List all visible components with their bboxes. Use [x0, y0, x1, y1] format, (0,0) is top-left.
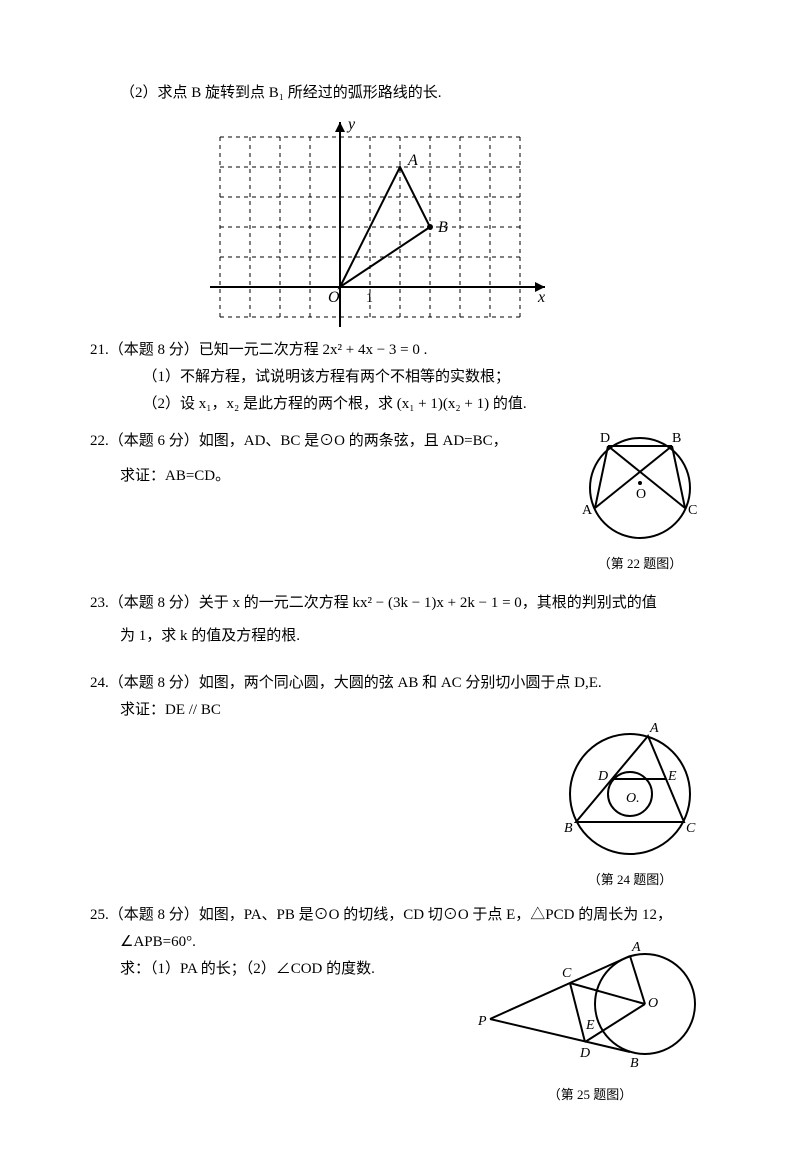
q21-head: 21.（本题 8 分）已知一元二次方程 2x² + 4x − 3 = 0 . [90, 337, 710, 364]
q23-head: 23.（本题 8 分）关于 x 的一元二次方程 kx² − (3k − 1)x … [90, 590, 710, 617]
svg-text:1: 1 [366, 291, 373, 306]
svg-text:E: E [667, 769, 677, 784]
svg-text:O: O [636, 487, 646, 502]
concentric-circles-svg: A B C D E O. [550, 714, 710, 864]
svg-text:E: E [585, 1018, 595, 1033]
svg-text:A: A [649, 721, 659, 736]
problem-24: 24.（本题 8 分）如图，两个同心圆，大圆的弦 AB 和 AC 分别切小圆于点… [90, 670, 710, 891]
problem-20: （2）求点 B 旋转到点 B₁ 所经过的弧形路线的长. [90, 80, 710, 327]
problem-22: O A C D B （第 22 题图） 22.（本题 6 分）如图，AD、BC … [90, 428, 710, 575]
q20-figure: A B O 1 x y [210, 117, 710, 327]
svg-text:O: O [648, 996, 658, 1011]
svg-text:C: C [562, 966, 572, 981]
q25-head: 25.（本题 8 分）如图，PA、PB 是⊙O 的切线，CD 切⊙O 于点 E，… [90, 902, 710, 929]
svg-text:O: O [328, 289, 340, 306]
problem-25: 25.（本题 8 分）如图，PA、PB 是⊙O 的切线，CD 切⊙O 于点 E，… [90, 902, 710, 1106]
tangent-circle-svg: P A B C D E O [470, 929, 710, 1079]
svg-text:P: P [477, 1014, 487, 1029]
q21-p2: （2）设 x₁，x₂ 是此方程的两个根，求 (x₁ + 1)(x₂ + 1) 的… [90, 391, 710, 418]
q24-caption: （第 24 题图） [550, 868, 710, 891]
svg-text:A: A [407, 152, 418, 169]
q25-figure: P A B C D E O （第 25 题图） [470, 929, 710, 1106]
q24-head: 24.（本题 8 分）如图，两个同心圆，大圆的弦 AB 和 AC 分别切小圆于点… [90, 670, 710, 697]
svg-text:C: C [686, 821, 696, 836]
q22-figure: O A C D B （第 22 题图） [570, 428, 710, 575]
q21-p1: （1）不解方程，试说明该方程有两个不相等的实数根； [90, 364, 710, 391]
q20-part2: （2）求点 B 旋转到点 B₁ 所经过的弧形路线的长. [90, 80, 710, 107]
q25-caption: （第 25 题图） [470, 1083, 710, 1106]
grid-triangle-svg: A B O 1 x y [210, 117, 550, 327]
problem-21: 21.（本题 8 分）已知一元二次方程 2x² + 4x − 3 = 0 . （… [90, 337, 710, 418]
svg-text:A: A [582, 503, 593, 518]
q22-caption: （第 22 题图） [570, 552, 710, 575]
svg-text:B: B [672, 431, 681, 446]
svg-text:D: D [600, 431, 610, 446]
svg-text:x: x [537, 289, 545, 306]
svg-text:A: A [631, 940, 641, 955]
svg-text:D: D [579, 1046, 590, 1061]
circle-chords-svg: O A C D B [570, 428, 710, 548]
svg-text:B: B [564, 821, 573, 836]
svg-text:C: C [688, 503, 697, 518]
svg-text:O.: O. [626, 791, 640, 806]
svg-text:y: y [346, 117, 356, 133]
svg-text:D: D [597, 769, 608, 784]
svg-text:B: B [630, 1056, 639, 1071]
q24-figure: A B C D E O. （第 24 题图） [550, 714, 710, 891]
q23-body: 为 1，求 k 的值及方程的根. [90, 623, 710, 650]
svg-text:B: B [438, 219, 448, 236]
problem-23: 23.（本题 8 分）关于 x 的一元二次方程 kx² − (3k − 1)x … [90, 590, 710, 650]
